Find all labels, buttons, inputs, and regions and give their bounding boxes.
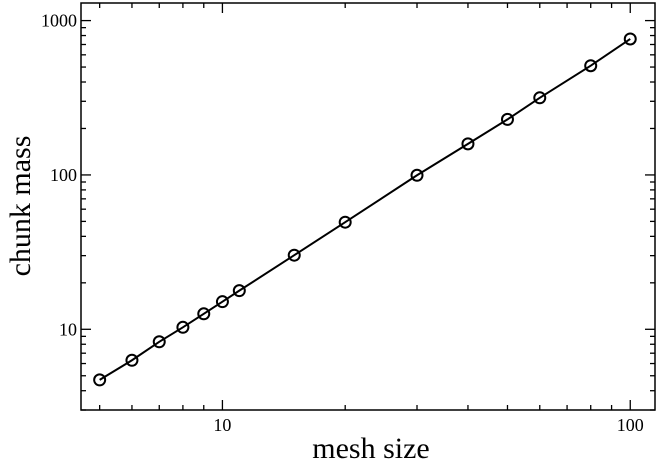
data-point bbox=[533, 91, 547, 105]
y-tick-label: 100 bbox=[50, 165, 77, 185]
x-tick-label: 10 bbox=[213, 415, 231, 435]
data-point bbox=[287, 248, 301, 262]
data-point bbox=[410, 168, 424, 182]
x-axis-label: mesh size bbox=[312, 432, 429, 461]
plot-frame bbox=[80, 2, 656, 411]
y-tick-label: 1000 bbox=[41, 11, 77, 31]
data-point bbox=[176, 320, 190, 334]
data-point bbox=[500, 112, 514, 126]
axis-ticks: 10 100 10 100 1000 bbox=[41, 3, 655, 435]
data-point bbox=[584, 59, 598, 73]
x-tick-label: 100 bbox=[617, 415, 644, 435]
data-point bbox=[197, 307, 211, 321]
y-axis-label: chunk mass bbox=[4, 136, 37, 277]
data-point bbox=[215, 295, 229, 309]
y-tick-label: 10 bbox=[59, 319, 77, 339]
data-point bbox=[461, 137, 475, 151]
data-point bbox=[125, 353, 139, 367]
data-point bbox=[232, 284, 246, 298]
data-point bbox=[93, 373, 107, 387]
data-point bbox=[623, 32, 637, 46]
series-line bbox=[99, 38, 631, 381]
series-layer bbox=[93, 32, 637, 387]
data-point bbox=[338, 215, 352, 229]
data-point bbox=[152, 335, 166, 349]
